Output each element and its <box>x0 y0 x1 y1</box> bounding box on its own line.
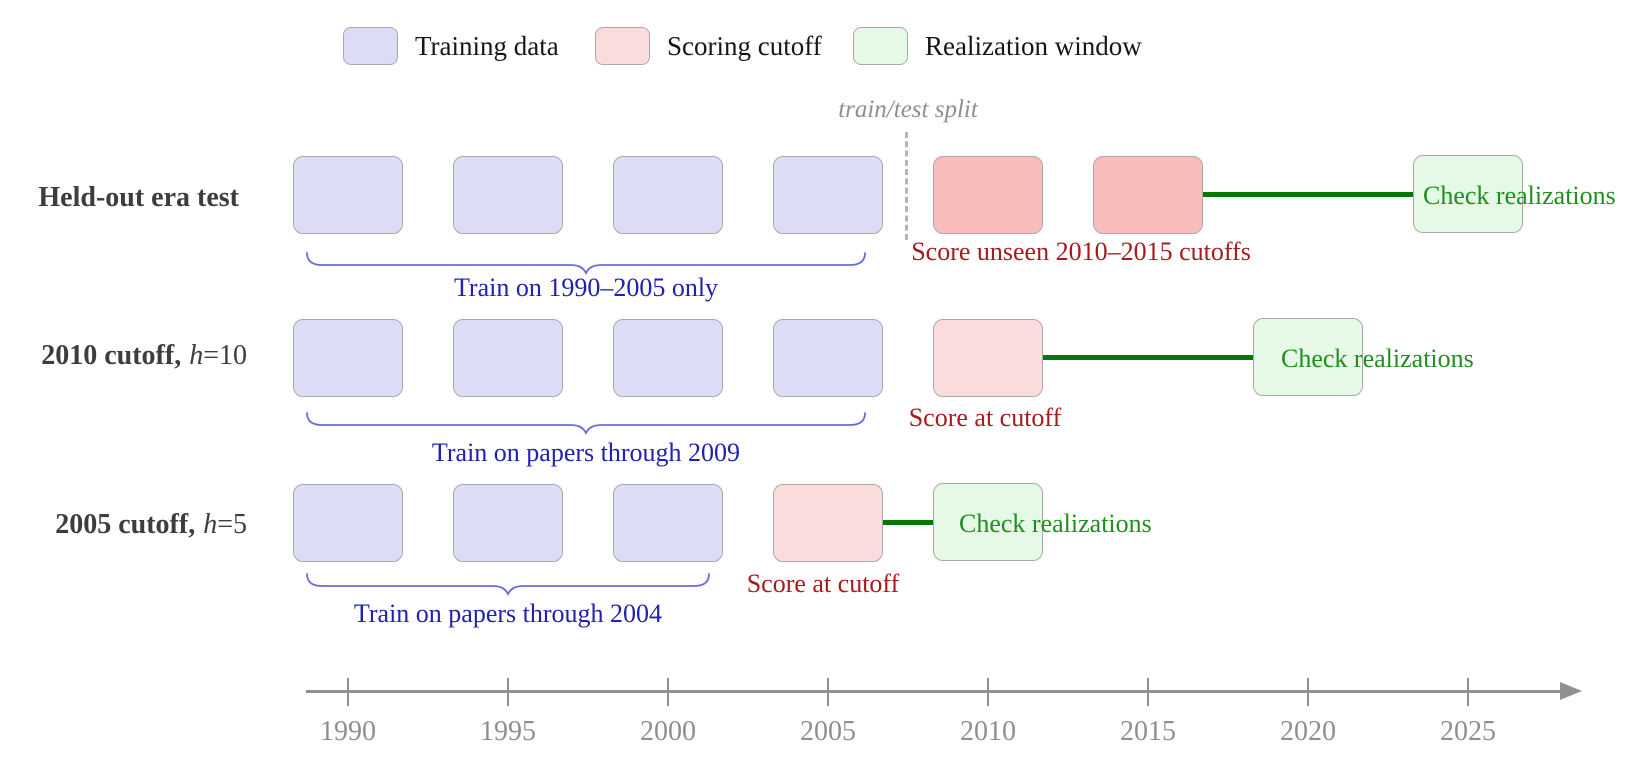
axis-tick-1995 <box>507 678 509 706</box>
row2-label-math: h <box>189 340 204 371</box>
training-box-1990 <box>293 319 403 397</box>
axis-line <box>306 690 1562 693</box>
training-box-2005 <box>773 156 883 234</box>
row1-train-label: Train on 1990–2005 only <box>453 273 719 302</box>
training-box-2000 <box>613 484 723 562</box>
axis-tick-2020 <box>1307 678 1309 706</box>
legend-training-label: Training data <box>415 31 559 61</box>
horizon-connector-line <box>1203 192 1413 197</box>
row3-score-label: Score at cutoff <box>746 569 900 598</box>
row2-score-label: Score at cutoff <box>908 403 1062 432</box>
train-test-split-dashed-line <box>905 132 908 240</box>
row3-label-math: h <box>203 509 218 540</box>
row3-label-bold: 2005 cutoff, <box>55 509 196 540</box>
row1-score-label: Score unseen 2010–2015 cutoffs <box>911 237 1251 266</box>
axis-year-label: 2015 <box>1120 716 1176 747</box>
axis-year-label: 2005 <box>800 716 856 747</box>
training-box-1990 <box>293 156 403 234</box>
axis-year-label: 1990 <box>320 716 376 747</box>
legend-realization-label: Realization window <box>925 31 1142 61</box>
row2-label-suffix: =10 <box>203 340 247 371</box>
axis-tick-2010 <box>987 678 989 706</box>
scoring-box-2010 <box>933 156 1043 234</box>
axis-arrowhead-icon <box>1560 682 1582 700</box>
training-box-2000 <box>613 319 723 397</box>
train-span-brace <box>306 412 866 436</box>
training-box-1995 <box>453 484 563 562</box>
axis-tick-2005 <box>827 678 829 706</box>
axis-year-label: 1995 <box>480 716 536 747</box>
row2-train-label: Train on papers through 2009 <box>431 438 741 467</box>
legend-scoring-swatch <box>595 27 650 65</box>
realization-box-2020 <box>1253 318 1363 396</box>
axis-year-label: 2025 <box>1440 716 1496 747</box>
realization-box-2010 <box>933 483 1043 561</box>
realization-box-2025 <box>1413 155 1523 233</box>
training-box-2000 <box>613 156 723 234</box>
row2-label-bold: 2010 cutoff, <box>41 340 182 371</box>
row3-check-realizations-label: Check realizations <box>959 509 1152 538</box>
scoring-box-2015 <box>1093 156 1203 234</box>
legend-training-swatch <box>343 27 398 65</box>
row2-label: 2010 cutoff, h=10 <box>0 340 247 372</box>
horizon-connector-line <box>1043 355 1253 360</box>
training-box-1995 <box>453 156 563 234</box>
train-test-split-label: train/test split <box>838 96 978 123</box>
training-box-2005 <box>773 319 883 397</box>
axis-tick-2025 <box>1467 678 1469 706</box>
train-span-brace <box>306 573 710 597</box>
row1-check-realizations-label: Check realizations <box>1423 181 1616 210</box>
row2-check-realizations-label: Check realizations <box>1281 344 1474 373</box>
training-box-1995 <box>453 319 563 397</box>
axis-year-label: 2020 <box>1280 716 1336 747</box>
training-box-1990 <box>293 484 403 562</box>
axis-tick-2015 <box>1147 678 1149 706</box>
scoring-box-2005 <box>773 484 883 562</box>
axis-year-label: 2010 <box>960 716 1016 747</box>
axis-tick-2000 <box>667 678 669 706</box>
row3-label: 2005 cutoff, h=5 <box>0 509 247 541</box>
row1-label: Held-out era test <box>0 182 247 214</box>
legend-realization-swatch <box>853 27 908 65</box>
train-span-brace <box>306 252 866 276</box>
row3-train-label: Train on papers through 2004 <box>353 599 663 628</box>
horizon-connector-line <box>883 520 933 525</box>
row3-label-suffix: =5 <box>217 509 247 540</box>
row1-label-bold: Held-out era test <box>38 182 239 213</box>
axis-year-label: 2000 <box>640 716 696 747</box>
axis-tick-1990 <box>347 678 349 706</box>
scoring-box-2010 <box>933 319 1043 397</box>
legend-scoring-label: Scoring cutoff <box>667 31 822 61</box>
